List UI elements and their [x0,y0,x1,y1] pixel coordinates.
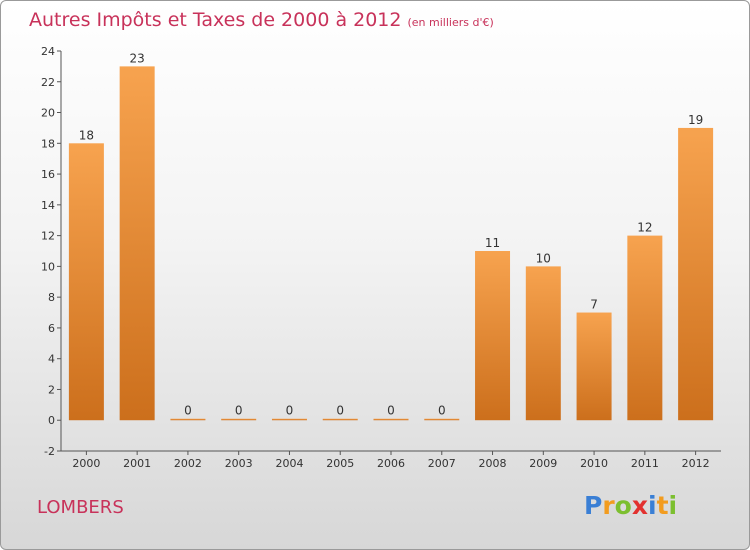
x-tick-label: 2007 [428,457,456,470]
x-tick-label: 2002 [174,457,202,470]
x-tick-label: 2011 [631,457,659,470]
place-name: LOMBERS [37,497,124,518]
data-label: 12 [637,221,652,235]
logo-letter: x [631,491,648,520]
data-label: 11 [485,236,500,250]
y-tick-label: 16 [41,168,55,181]
y-tick-label: 2 [48,383,55,396]
proxiti-logo: Proxiti [584,491,677,520]
data-label: 18 [79,128,94,142]
y-tick-label: 18 [41,137,55,150]
y-tick-label: 20 [41,107,55,120]
y-tick-label: 10 [41,260,55,273]
y-tick-label: 8 [48,291,55,304]
y-tick-label: 0 [48,414,55,427]
bar [322,418,358,421]
x-tick-label: 2004 [275,457,303,470]
x-tick-label: 2005 [326,457,354,470]
bar [525,266,561,421]
bar [271,418,307,421]
data-label: 0 [235,404,243,418]
x-tick-label: 2012 [682,457,710,470]
y-tick-label: 24 [41,45,55,58]
bar [627,235,663,421]
chart-title-text: Autres Impôts et Taxes de 2000 à 2012 [29,9,402,31]
data-label: 0 [387,404,395,418]
y-tick-label: 22 [41,76,55,89]
logo-letter: o [614,491,632,520]
x-tick-label: 2010 [580,457,608,470]
x-tick-label: 2003 [225,457,253,470]
x-tick-label: 2001 [123,457,151,470]
logo-letter: t [656,491,669,520]
y-tick-label: 6 [48,322,55,335]
data-label: 10 [536,251,551,265]
data-label: 7 [590,298,598,312]
data-label: 0 [286,404,294,418]
data-label: 0 [438,404,446,418]
bar [475,251,511,421]
data-label: 23 [130,51,145,65]
x-tick-label: 2008 [479,457,507,470]
bar [68,143,104,421]
logo-letter: i [668,491,678,520]
logo-letter: r [602,491,615,520]
data-label: 0 [336,404,344,418]
bar [373,418,409,421]
data-label: 0 [184,404,192,418]
y-tick-label: 14 [41,199,55,212]
chart-unit: (en milliers d'€) [407,16,494,29]
x-tick-label: 2006 [377,457,405,470]
bar [170,418,206,421]
x-tick-label: 2000 [72,457,100,470]
bar [424,418,460,421]
bar [221,418,257,421]
data-label: 19 [688,113,703,127]
x-tick-label: 2009 [529,457,557,470]
bar [576,312,612,421]
y-tick-label: 12 [41,230,55,243]
y-tick-label: -2 [44,445,55,458]
logo-letter: P [584,491,603,520]
logo-letter: i [648,491,657,520]
y-tick-label: 4 [48,353,55,366]
bar [119,66,155,421]
bar [678,127,714,421]
chart-title: Autres Impôts et Taxes de 2000 à 2012 (en… [29,9,494,31]
